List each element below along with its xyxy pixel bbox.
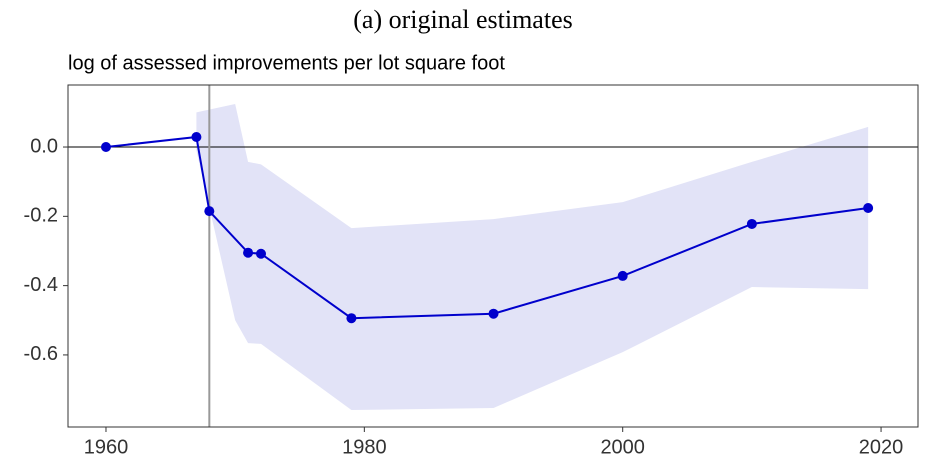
point xyxy=(617,270,628,281)
chart-subtitle: log of assessed improvements per lot squ… xyxy=(68,52,505,74)
y-tick-label: 0.0 xyxy=(30,135,58,157)
plot-frame xyxy=(67,84,919,428)
point xyxy=(243,247,254,258)
series-line xyxy=(105,135,869,320)
chart-title: (a) original estimates xyxy=(353,5,572,34)
y-tick-label: -0.6 xyxy=(24,343,58,365)
point xyxy=(255,248,266,259)
x-tick-label: 1980 xyxy=(342,436,387,458)
point xyxy=(191,131,202,142)
point xyxy=(488,308,499,319)
point xyxy=(746,218,757,229)
x-tick-label: 2020 xyxy=(859,436,904,458)
point xyxy=(346,313,357,324)
point xyxy=(204,206,215,217)
y-tick-label: -0.4 xyxy=(24,274,58,296)
x-tick-label: 2000 xyxy=(600,436,645,458)
point xyxy=(863,203,874,214)
point xyxy=(100,142,111,153)
x-tick-label: 1960 xyxy=(84,436,129,458)
confidence-band xyxy=(196,104,869,411)
y-tick-label: -0.2 xyxy=(24,205,58,227)
